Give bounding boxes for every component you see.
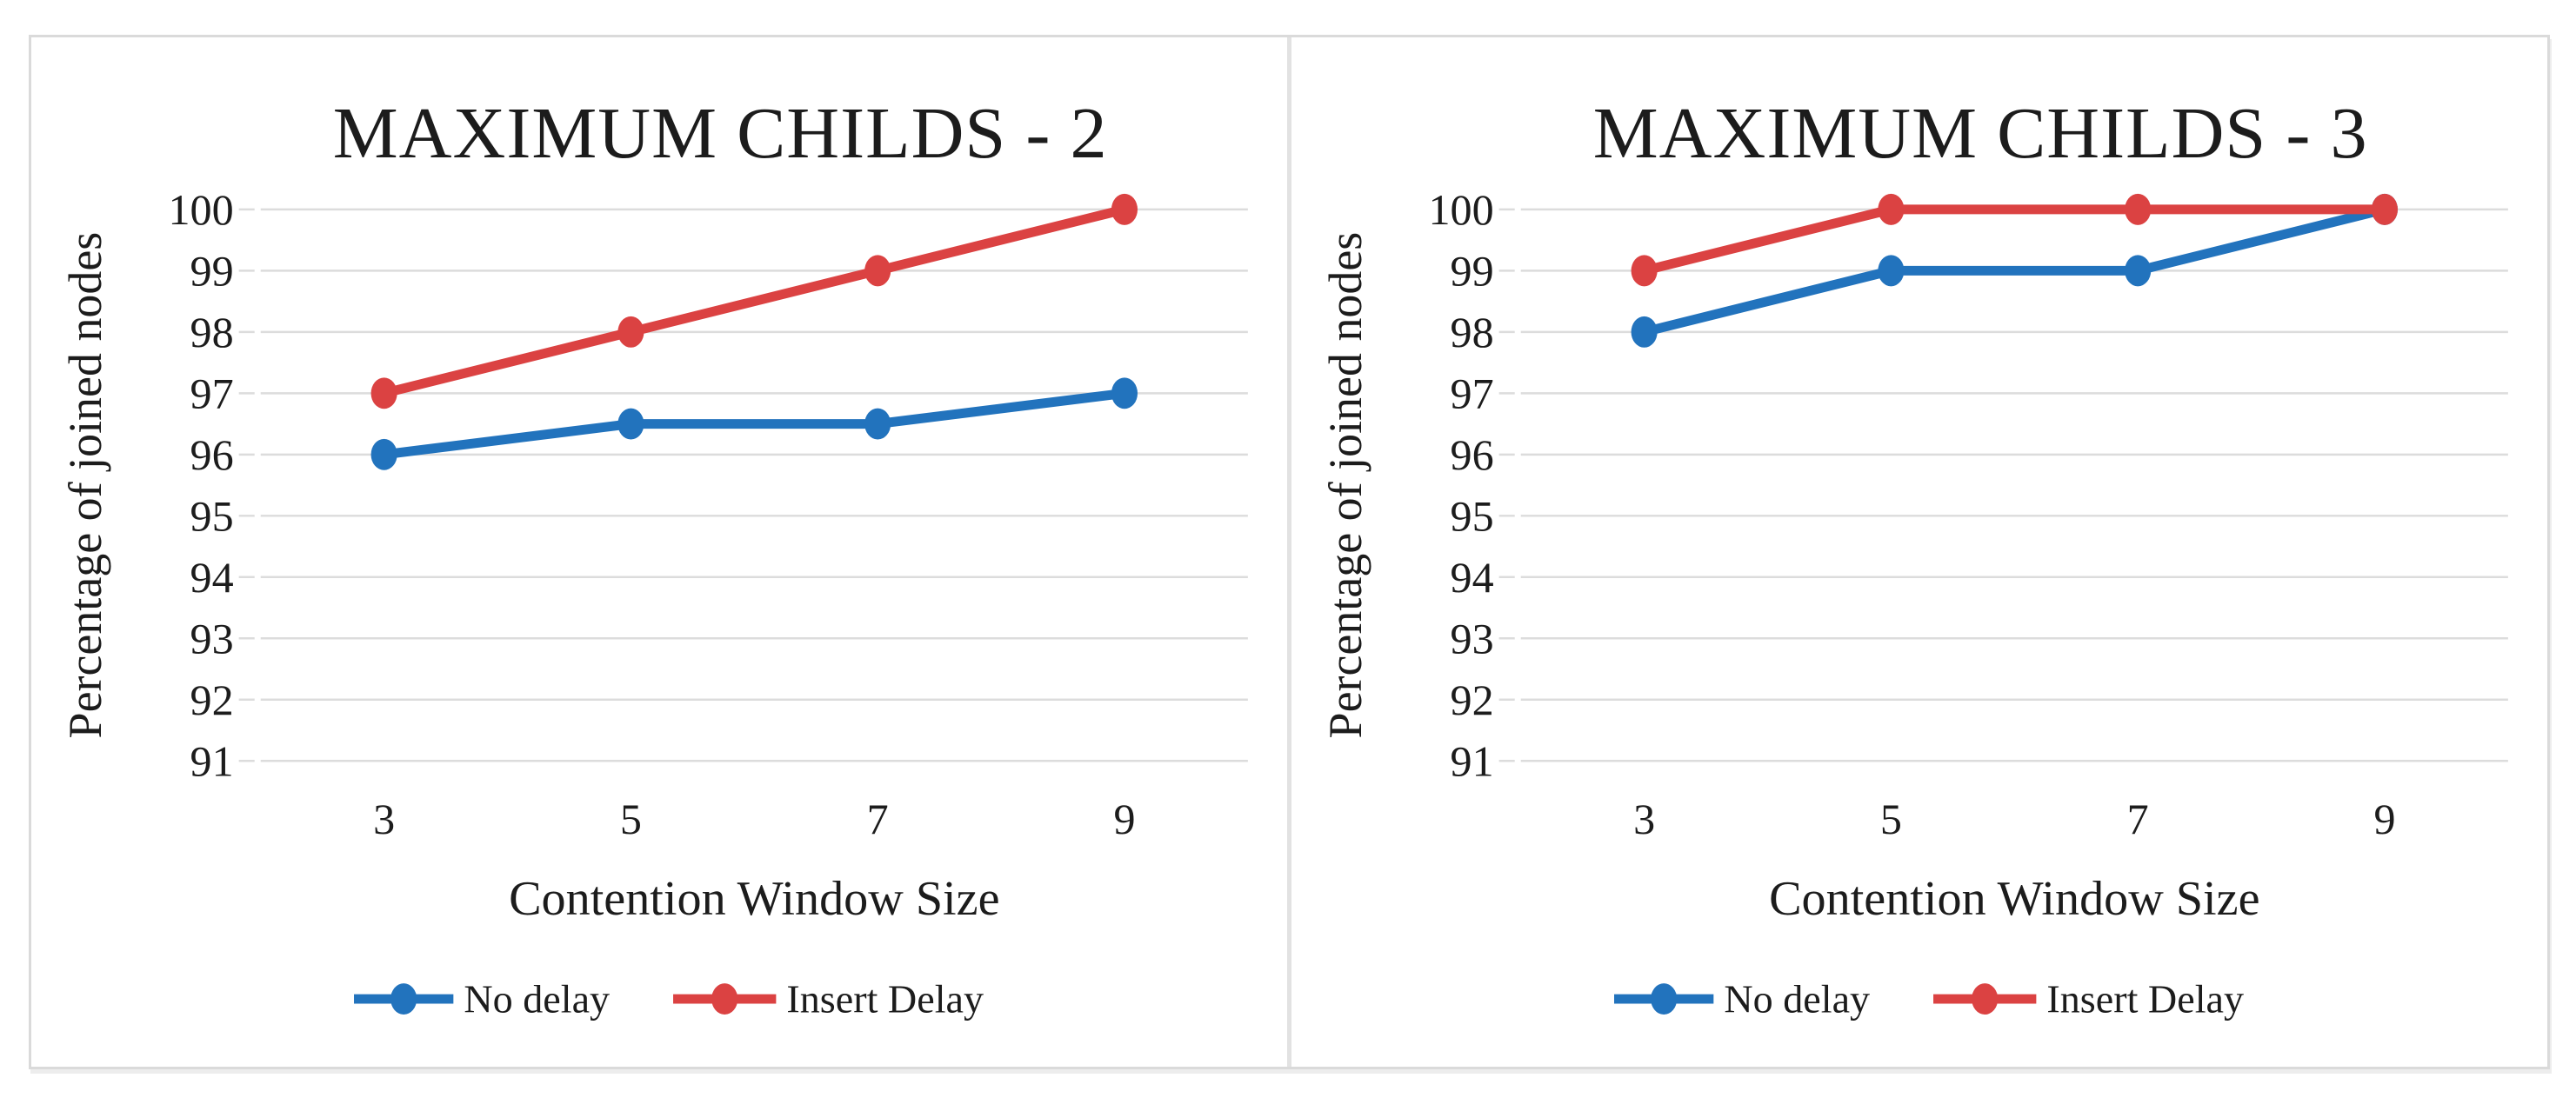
y-tick-label: 99 <box>190 246 234 295</box>
data-point-no-delay <box>1631 316 1658 348</box>
data-point-no-delay <box>617 408 644 440</box>
y-tick-label: 91 <box>190 736 234 785</box>
chart-title: MAXIMUM CHILDS - 3 <box>1593 93 2368 174</box>
y-tick-label: 95 <box>190 491 234 540</box>
x-tick-label: 5 <box>1880 795 1902 843</box>
x-tick-label: 9 <box>2373 795 2395 843</box>
data-point-insert-delay <box>1111 193 1138 225</box>
legend-marker-dot-no-delay <box>390 983 417 1015</box>
x-tick-label: 3 <box>1633 795 1655 843</box>
data-point-insert-delay <box>2371 193 2399 225</box>
x-tick-label: 9 <box>1113 795 1135 843</box>
legend-item-insert-delay: Insert Delay <box>673 977 984 1021</box>
y-tick-label: 92 <box>1451 675 1494 724</box>
y-axis-title: Percentage of joined nodes <box>59 232 111 739</box>
series-line-insert-delay <box>1639 204 2390 276</box>
x-tick-label: 5 <box>620 795 642 843</box>
legend-item-no-delay: No delay <box>354 977 610 1021</box>
x-axis-title: Contention Window Size <box>509 872 999 926</box>
figure-panel: MAXIMUM CHILDS - 2 91 92 93 94 95 96 97 98 99 100 3… <box>29 35 2550 1069</box>
legend-label-insert-delay: Insert Delay <box>786 977 984 1021</box>
data-point-insert-delay <box>864 255 891 287</box>
legend-item-no-delay: No delay <box>1614 977 1870 1021</box>
chart-title: MAXIMUM CHILDS - 2 <box>333 93 1108 174</box>
data-point-insert-delay <box>2125 193 2152 225</box>
x-tick-label: 3 <box>373 795 395 843</box>
x-tick-label: 7 <box>2127 795 2149 843</box>
data-point-no-delay <box>1111 377 1138 409</box>
y-tick-label: 99 <box>1451 246 1494 295</box>
y-tick-label: 98 <box>190 308 234 356</box>
legend-item-insert-delay: Insert Delay <box>1933 977 2244 1021</box>
data-point-no-delay <box>1878 255 1905 287</box>
y-tick-label: 96 <box>190 430 234 479</box>
data-point-insert-delay <box>370 377 397 409</box>
data-point-no-delay <box>2125 255 2152 287</box>
y-tick-label: 100 <box>168 185 233 234</box>
legend-label-no-delay: No delay <box>464 977 610 1021</box>
chart-panel-max-childs-2: MAXIMUM CHILDS - 2 91 92 93 94 95 96 97 98 99 100 3… <box>31 37 1291 1067</box>
series-line-no-delay <box>1639 204 2390 337</box>
legend-label-no-delay: No delay <box>1724 977 1870 1021</box>
y-tick-label: 92 <box>190 675 234 724</box>
y-axis-title: Percentage of joined nodes <box>1319 232 1371 739</box>
legend-label-insert-delay: Insert Delay <box>2046 977 2244 1021</box>
y-tick-label: 100 <box>1428 185 1493 234</box>
data-point-no-delay <box>864 408 891 440</box>
series-line-no-delay <box>379 388 1130 460</box>
x-axis-title: Contention Window Size <box>1769 872 2259 926</box>
line-chart-max-childs-3: MAXIMUM CHILDS - 39192939495969798991003… <box>1319 93 2508 1021</box>
y-tick-label: 97 <box>1451 369 1494 417</box>
y-tick-label: 95 <box>1451 491 1494 540</box>
data-point-insert-delay <box>1631 255 1658 287</box>
data-point-insert-delay <box>1878 193 1905 225</box>
data-point-insert-delay <box>617 316 644 348</box>
y-tick-label: 98 <box>1451 308 1494 356</box>
legend-marker-dot-no-delay <box>1651 983 1678 1015</box>
y-tick-label: 93 <box>190 614 234 662</box>
y-tick-label: 93 <box>1451 614 1494 662</box>
legend-marker-dot-insert-delay <box>1972 983 1999 1015</box>
y-tick-label: 94 <box>190 553 234 602</box>
y-tick-label: 97 <box>190 369 234 417</box>
legend-marker-dot-insert-delay <box>711 983 738 1015</box>
chart-panel-max-childs-3: MAXIMUM CHILDS - 3 91 92 93 94 95 96 97 98 99 100 3… <box>1291 37 2547 1067</box>
data-point-no-delay <box>370 438 397 470</box>
y-tick-label: 91 <box>1451 736 1494 785</box>
line-chart-max-childs-2: MAXIMUM CHILDS - 29192939495969798991003… <box>59 93 1248 1021</box>
series-line-insert-delay <box>379 204 1130 398</box>
y-tick-label: 96 <box>1451 430 1494 479</box>
y-tick-label: 94 <box>1451 553 1494 602</box>
x-tick-label: 7 <box>867 795 889 843</box>
